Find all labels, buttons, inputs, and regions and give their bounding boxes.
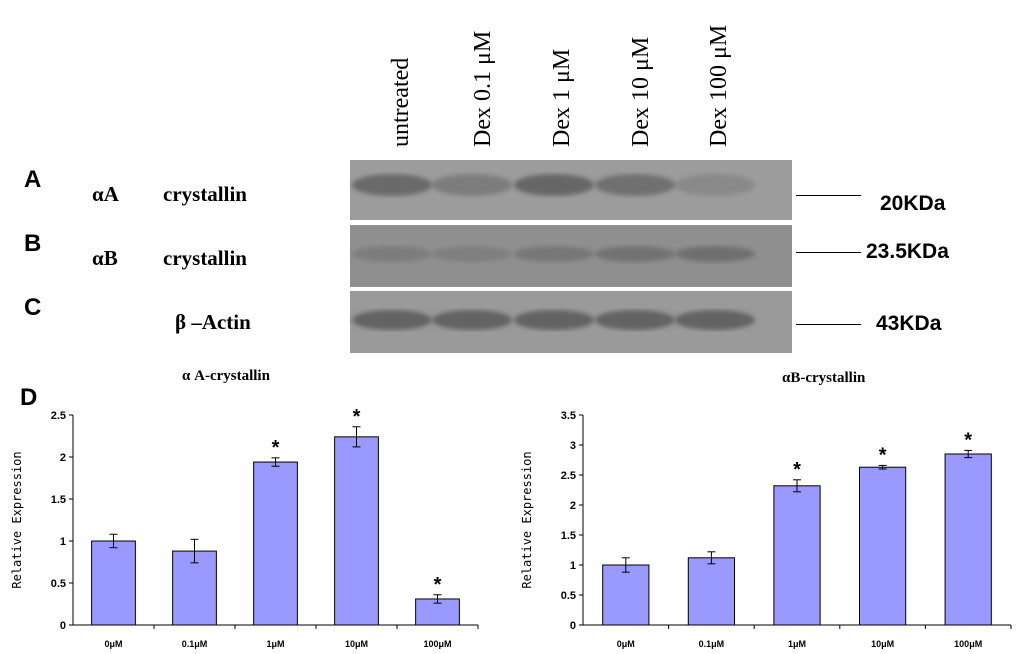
panel-letter-b: B [24, 230, 42, 257]
mw-line-b [796, 252, 861, 253]
y-tick-label: 0.5 [51, 578, 66, 590]
mw-line-a [796, 195, 861, 196]
bar [944, 453, 992, 626]
x-tick-label: 1μM [266, 639, 284, 649]
y-tick-label: 1 [570, 560, 576, 572]
panel-letter-d: D [20, 384, 38, 411]
y-axis-label: Relative Expression [520, 451, 534, 588]
bar [334, 436, 379, 626]
bar [602, 564, 650, 626]
protein-prefix-a: αA [92, 182, 119, 206]
y-tick-label: 1 [60, 536, 66, 548]
bar [253, 461, 298, 626]
chart-1: 0 0.5 1 1.5 2 2.5 3 3.5 Relative Expression 0μM 0.… [520, 410, 1012, 649]
y-axis-label: Relative Expression [10, 451, 24, 588]
x-tick-label: 10μM [871, 639, 894, 649]
chart-0: 0 0.5 1 1.5 2 2.5 Relative Expression 0μM 0.1μM *… [10, 406, 479, 649]
panel-letter-a: A [24, 166, 42, 193]
y-tick-label: 0.5 [561, 590, 576, 602]
mw-line-c [796, 324, 861, 325]
significance-marker: * [353, 406, 361, 428]
y-tick-label: 0 [570, 620, 576, 632]
significance-marker: * [964, 429, 972, 451]
x-tick-label: 1μM [788, 639, 806, 649]
significance-marker: * [879, 444, 887, 466]
mw-label-c: 43KDa [876, 312, 942, 335]
chart-title-ab: αB-crystallin [782, 370, 866, 386]
x-tick-label: 10μM [345, 639, 368, 649]
protein-name-a: crystallin [163, 182, 247, 206]
y-tick-label: 2.5 [51, 410, 66, 422]
protein-prefix-b: αB [92, 246, 118, 270]
y-tick-label: 2 [60, 452, 66, 464]
x-tick-label: 0μM [104, 639, 122, 649]
mw-label-b: 23.5KDa [866, 240, 949, 263]
significance-marker: * [272, 437, 280, 459]
x-tick-label: 0.1μM [699, 639, 725, 649]
bar [687, 557, 736, 626]
panel-letter-c: C [24, 294, 42, 321]
y-tick-label: 3.5 [561, 410, 576, 422]
y-tick-label: 1.5 [561, 530, 576, 542]
bar [91, 540, 136, 626]
significance-marker: * [793, 459, 801, 481]
chart-title-aa: α A-crystallin [182, 368, 270, 384]
y-tick-label: 0 [60, 620, 66, 632]
bar [773, 485, 821, 626]
x-tick-label: 100μM [423, 639, 451, 649]
y-tick-label: 1.5 [51, 494, 66, 506]
bar [172, 550, 217, 626]
y-tick-label: 2 [570, 500, 576, 512]
x-tick-label: 0.1μM [182, 639, 208, 649]
y-tick-label: 3 [570, 440, 576, 452]
protein-name-c: β –Actin [175, 310, 251, 334]
mw-label-a: 20KDa [880, 192, 946, 215]
significance-marker: * [434, 574, 442, 596]
y-tick-label: 2.5 [561, 470, 576, 482]
x-tick-label: 0μM [617, 639, 635, 649]
protein-name-b: crystallin [163, 246, 247, 270]
bar [858, 466, 907, 626]
x-tick-label: 100μM [954, 639, 982, 649]
